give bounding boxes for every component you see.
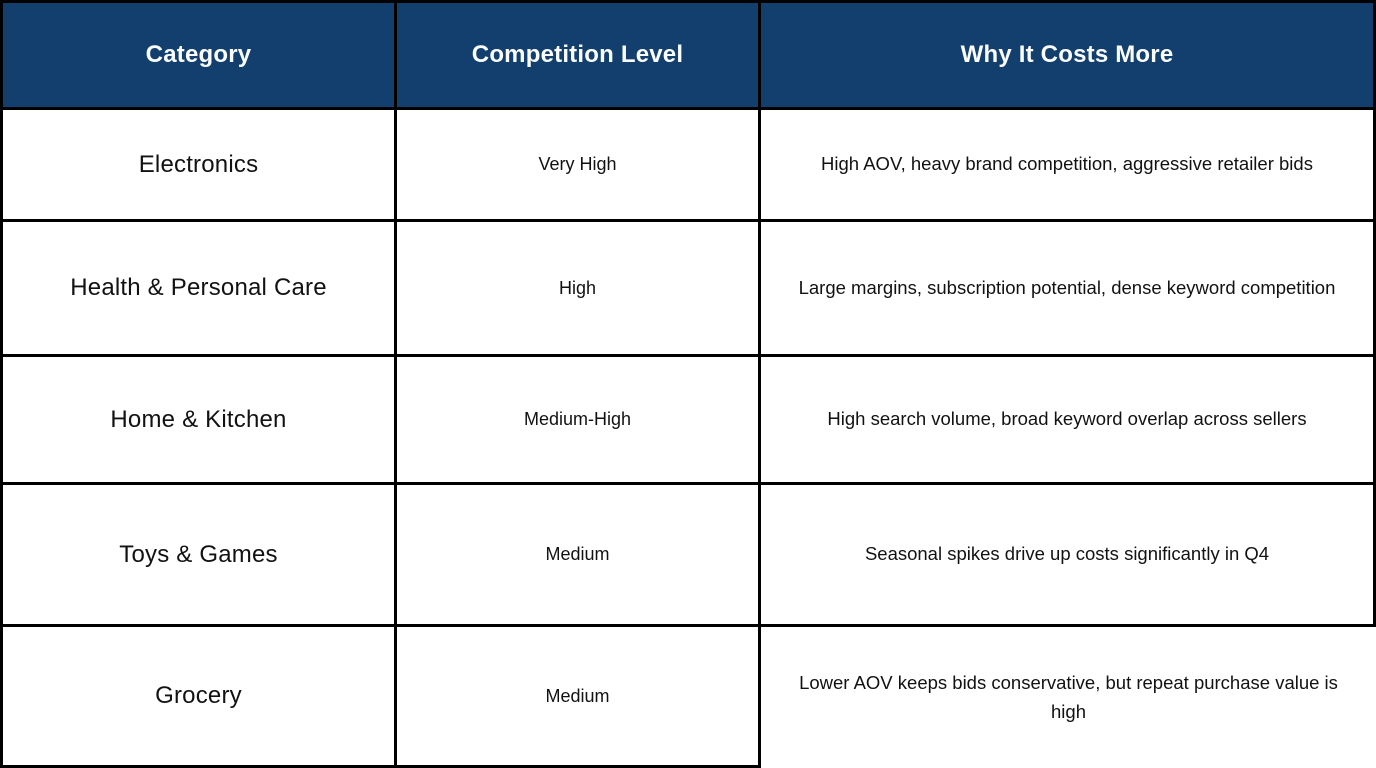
- table-row-2-why-cell: Large margins, subscription potential, d…: [761, 222, 1376, 357]
- table-row-5-category-cell: Grocery: [3, 627, 397, 768]
- table-row-2-competition-cell: High: [397, 222, 761, 357]
- table-row-1-category-cell: Electronics: [3, 110, 397, 222]
- table-row-1-competition-cell: Very High: [397, 110, 761, 222]
- header-cell-category: Category: [3, 3, 397, 110]
- why-value: Lower AOV keeps bids conservative, but r…: [799, 671, 1338, 722]
- why-value: Large margins, subscription potential, d…: [798, 276, 1336, 298]
- table-row-3-competition-cell: Medium-High: [397, 357, 761, 485]
- table-row-3-why-cell: High search volume, broad keyword overla…: [761, 357, 1376, 485]
- header-cell-competition-level: Competition Level: [397, 3, 761, 110]
- competition-value: Medium-High: [523, 409, 632, 429]
- table-row-4-competition-cell: Medium: [397, 485, 761, 627]
- category-value: Electronics: [138, 150, 259, 178]
- table-row-2-category-cell: Health & Personal Care: [3, 222, 397, 357]
- table-row-4-why-cell: Seasonal spikes drive up costs significa…: [761, 485, 1376, 627]
- table-row-4-category-cell: Toys & Games: [3, 485, 397, 627]
- table-row-5-competition-cell: Medium: [397, 627, 761, 768]
- category-value: Grocery: [155, 682, 242, 709]
- category-value: Toys & Games: [119, 540, 278, 568]
- why-value: Seasonal spikes drive up costs significa…: [864, 543, 1270, 565]
- header-label-competition-level: Competition Level: [471, 41, 684, 68]
- why-value: High search volume, broad keyword overla…: [827, 408, 1307, 430]
- table-row-1-why-cell: High AOV, heavy brand competition, aggre…: [761, 110, 1376, 222]
- header-cell-why-it-costs-more: Why It Costs More: [761, 3, 1376, 110]
- competition-value: High: [558, 277, 597, 298]
- table-row-3-category-cell: Home & Kitchen: [3, 357, 397, 485]
- category-value: Health & Personal Care: [70, 274, 327, 301]
- competition-value: Medium: [545, 544, 610, 564]
- table-row-5-why-cell: Lower AOV keeps bids conservative, but r…: [761, 627, 1376, 768]
- category-value: Home & Kitchen: [110, 405, 287, 433]
- header-label-why-it-costs-more: Why It Costs More: [960, 41, 1174, 68]
- competition-value: Very High: [538, 154, 617, 174]
- why-value: High AOV, heavy brand competition, aggre…: [821, 153, 1313, 175]
- competition-value: Medium: [545, 685, 610, 706]
- header-label-category: Category: [145, 41, 252, 68]
